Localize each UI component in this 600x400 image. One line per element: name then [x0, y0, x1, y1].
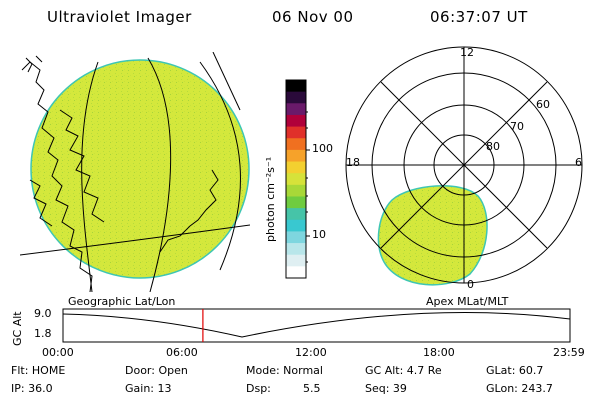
status-gcalt: GC Alt: 4.7 Re — [365, 364, 442, 377]
mlt-label-0: 0 — [467, 278, 474, 291]
latitude-line — [20, 224, 250, 256]
colorbar-cell — [286, 103, 306, 116]
orbit-xtick: 00:00 — [42, 346, 74, 359]
colorbar-cell — [286, 243, 306, 256]
status-seq: Seq: 39 — [365, 382, 407, 395]
colorbar-cell — [286, 114, 306, 128]
geographic-caption: Geographic Lat/Lon — [68, 295, 176, 308]
earth-disk — [30, 59, 250, 279]
apex-caption: Apex MLat/MLT — [426, 295, 509, 308]
orbit-plot — [62, 308, 571, 343]
colorbar-tick-label: 10 — [312, 228, 326, 241]
mlat-label-60: 60 — [536, 98, 550, 111]
mlt-label-18: 18 — [346, 156, 360, 169]
island-outline — [25, 55, 43, 73]
colorbar-cell — [286, 184, 306, 198]
coastline-west — [21, 61, 93, 292]
meridian-line — [81, 61, 99, 292]
status-ip: IP: 36.0 — [11, 382, 53, 395]
status-mode: Mode: Normal — [246, 364, 323, 377]
orbit-xtick: 12:00 — [295, 346, 327, 359]
status-dsp-value: 5.5 — [303, 382, 321, 395]
orbit-xtick: 18:00 — [423, 346, 455, 359]
colorbar-tick-label: 100 — [312, 142, 333, 155]
colorbar-cell — [286, 138, 306, 151]
status-gain: Gain: 13 — [125, 382, 172, 395]
coastline-inner — [59, 109, 105, 223]
status-flt: Flt: HOME — [11, 364, 66, 377]
geographic-map — [20, 52, 250, 292]
colorbar-cell — [286, 173, 306, 186]
status-glat: GLat: 60.7 — [486, 364, 544, 377]
colorbar-cell — [286, 91, 306, 104]
auroral-oval — [377, 185, 488, 286]
status-dsp: Dsp: — [246, 382, 271, 395]
mlat-label-80: 80 — [486, 140, 500, 153]
instrument-title: Ultraviolet Imager — [47, 8, 192, 26]
orbit-xtick: 06:00 — [166, 346, 198, 359]
orbit-ytick: 1.8 — [34, 327, 52, 340]
colorbar-cell — [286, 254, 306, 267]
mlat-label-70: 70 — [510, 120, 524, 133]
coastline-east — [159, 169, 219, 253]
colorbar-cell — [286, 219, 306, 233]
mlt-label-6: 6 — [575, 156, 582, 169]
meridian-line — [147, 57, 172, 292]
colorbar-cell — [286, 149, 306, 163]
colorbar-cell — [286, 208, 306, 221]
orbit-xtick: 23:59 — [553, 346, 585, 359]
colorbar-unit-label: photon cm⁻²s⁻¹ — [264, 156, 277, 242]
colorbar-cell — [286, 266, 306, 279]
orbit-plot-frame — [62, 308, 571, 343]
time-label: 06:37:07 UT — [430, 8, 528, 26]
colorbar-cell — [286, 80, 306, 93]
mlt-label-12: 12 — [460, 46, 474, 59]
colorbar-cell — [286, 161, 306, 174]
polar-map — [345, 46, 583, 286]
colorbar-cell — [286, 231, 306, 244]
colorbar-cell — [286, 196, 306, 209]
colorbar-frame — [285, 79, 307, 279]
colorbar — [285, 79, 310, 279]
orbit-altitude-curve — [62, 312, 571, 338]
orbit-ylabel: GC Alt — [11, 311, 24, 346]
date-label: 06 Nov 00 — [272, 8, 354, 26]
meridian-line — [212, 52, 241, 111]
meridian-line — [199, 61, 241, 271]
lake-outline — [29, 179, 53, 227]
status-glon: GLon: 243.7 — [486, 382, 553, 395]
polar-axis-diagonal — [380, 81, 548, 249]
colorbar-cell — [286, 126, 306, 139]
orbit-ytick: 9.0 — [34, 307, 52, 320]
status-door: Door: Open — [125, 364, 188, 377]
